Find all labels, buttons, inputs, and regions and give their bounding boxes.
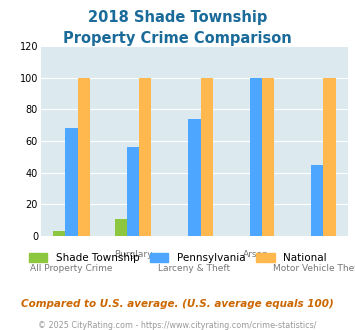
Text: © 2025 CityRating.com - https://www.cityrating.com/crime-statistics/: © 2025 CityRating.com - https://www.city… [38, 321, 317, 330]
Bar [139, 78, 151, 236]
Bar [311, 165, 323, 236]
Legend: Shade Township, Pennsylvania, National: Shade Township, Pennsylvania, National [24, 248, 331, 267]
Bar [127, 148, 139, 236]
Text: Burglary: Burglary [114, 250, 152, 259]
Text: Arson: Arson [243, 250, 269, 259]
Text: Compared to U.S. average. (U.S. average equals 100): Compared to U.S. average. (U.S. average … [21, 299, 334, 309]
Bar [188, 119, 201, 236]
Text: 2018 Shade Township: 2018 Shade Township [88, 10, 267, 25]
Bar [201, 78, 213, 236]
Text: Motor Vehicle Theft: Motor Vehicle Theft [273, 264, 355, 273]
Bar [115, 218, 127, 236]
Text: Property Crime Comparison: Property Crime Comparison [63, 31, 292, 46]
Bar [78, 78, 90, 236]
Text: Larceny & Theft: Larceny & Theft [158, 264, 230, 273]
Bar [65, 128, 78, 236]
Bar [53, 231, 65, 236]
Bar [250, 78, 262, 236]
Bar [323, 78, 335, 236]
Text: All Property Crime: All Property Crime [30, 264, 113, 273]
Bar [262, 78, 274, 236]
